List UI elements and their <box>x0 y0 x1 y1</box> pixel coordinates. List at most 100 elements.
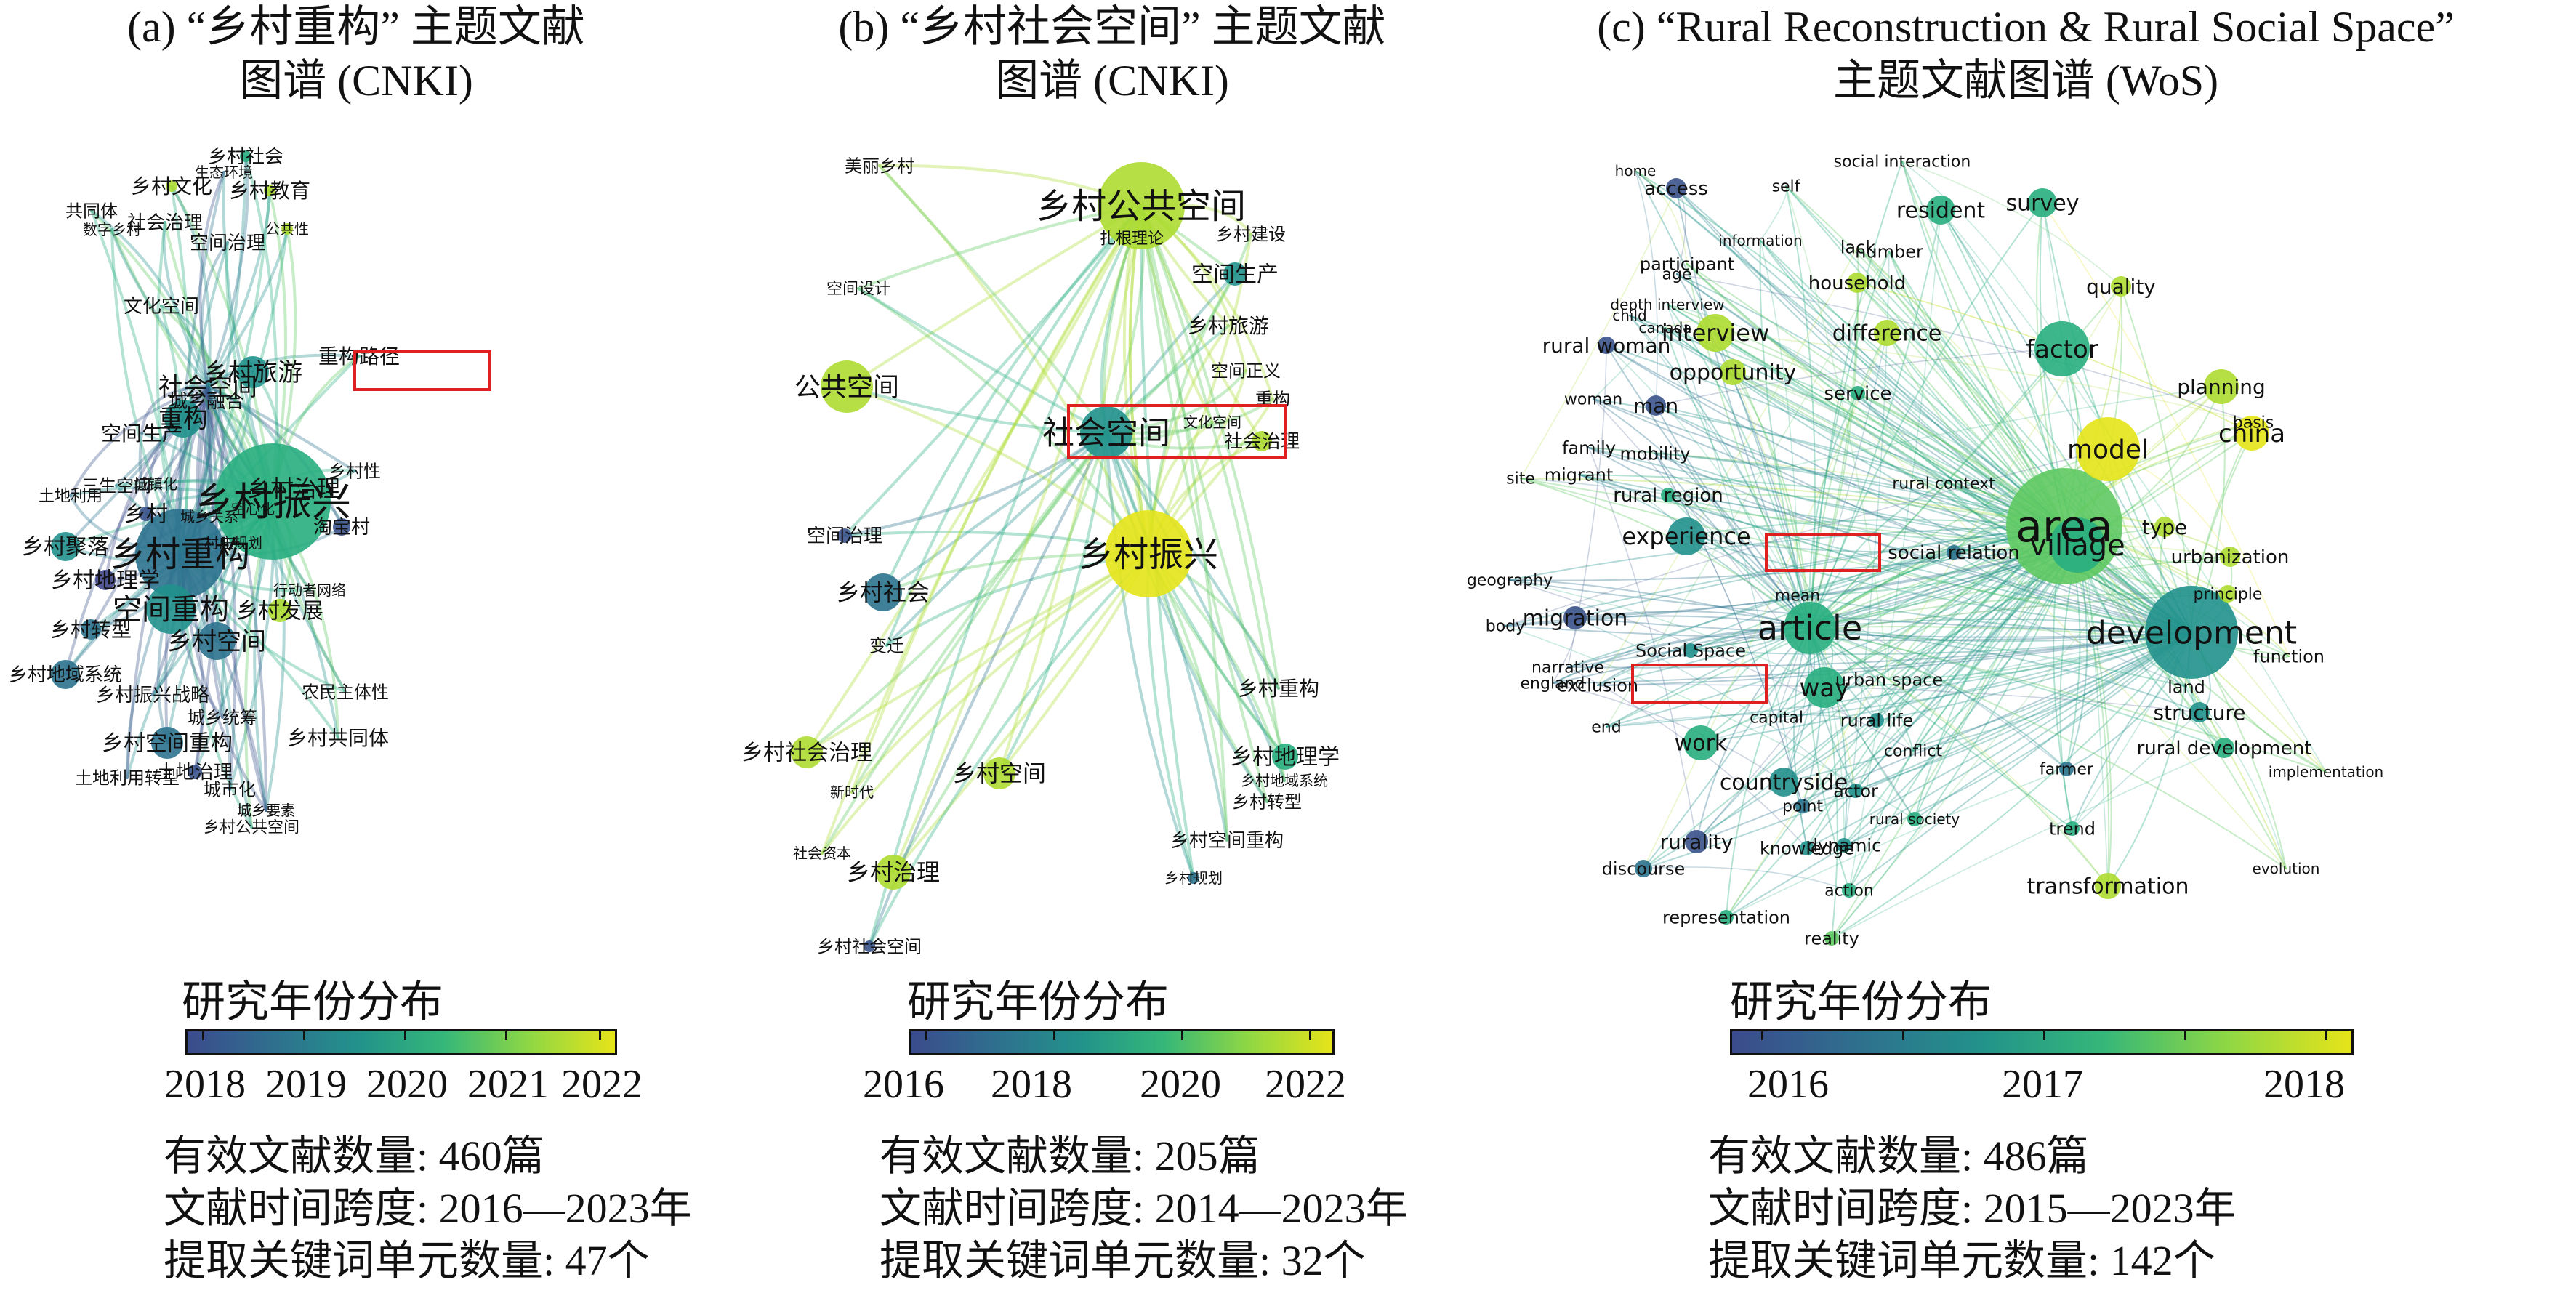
link-edge <box>2072 712 2200 829</box>
keyword-label-cn: 城镇化 <box>134 475 177 493</box>
link-edge <box>878 164 1108 434</box>
link-edge <box>1105 398 1274 435</box>
keyword-label-rural-life: rural life <box>1840 710 1914 730</box>
keyword-node <box>837 528 852 543</box>
year-tick-label: 2019 <box>265 1062 347 1107</box>
keyword-label-cn: 城乡要素 <box>237 802 295 819</box>
keyword-label-action: action <box>1824 882 1874 901</box>
link-edge <box>1567 544 2078 668</box>
keyword-label-cn: 空间正义 <box>1211 360 1281 381</box>
link-edge <box>1606 713 1877 728</box>
link-edge <box>1593 398 1915 820</box>
link-edge <box>882 204 1143 594</box>
keyword-label-quality: quality <box>2086 275 2156 299</box>
keyword-label-article: article <box>1758 608 1862 648</box>
keyword-label-cn: 空间生产 <box>1191 262 1279 288</box>
keyword-label-age: age <box>1662 266 1692 284</box>
link-edge <box>1578 474 2065 527</box>
keyword-label-cn: 社会资本 <box>793 845 851 862</box>
keyword-label-cn: 乡村转型 <box>1232 791 1302 812</box>
link-edge <box>1654 453 2192 633</box>
link-edge <box>1686 263 2065 527</box>
link-edge <box>857 287 1108 434</box>
link-edge <box>1667 304 1859 394</box>
keyword-node <box>1646 395 1666 416</box>
keyword-label-cn: 公共空间 <box>794 373 899 403</box>
keyword-label-cn: 乡村重构 <box>1238 677 1319 701</box>
keyword-label-social-space: Social Space <box>1635 640 1746 661</box>
keyword-label-cn: 文化空间 <box>124 296 199 318</box>
link-edge <box>1732 371 2192 633</box>
year-tick-label: 2020 <box>1140 1062 1221 1107</box>
link-edge <box>177 171 225 555</box>
link-edge <box>90 209 209 388</box>
keyword-label-cn: 乡村建设 <box>1216 224 1286 244</box>
link-edge <box>1726 525 2065 918</box>
link-edge <box>1574 544 2078 619</box>
keyword-label-cn: 重构 <box>158 405 208 434</box>
link-edge <box>1629 315 1877 721</box>
link-edge <box>885 204 1143 647</box>
keyword-node <box>240 150 251 162</box>
year-tick-label: 2018 <box>2263 1062 2345 1107</box>
keyword-node <box>2095 873 2121 899</box>
keyword-label-cn: 城乡要素 <box>237 802 295 819</box>
keyword-node <box>1842 883 1856 898</box>
keyword-label-cn: 乡村社会空间 <box>817 936 922 956</box>
link-edge <box>1593 398 1811 629</box>
highlight-box-social-space <box>1067 404 1287 459</box>
keyword-label-cn: 社会治理 <box>1224 431 1300 453</box>
keyword-label-cn: 乡村社会 <box>837 579 930 606</box>
link-edge <box>179 189 271 555</box>
panel-b: (b) “乡村社会空间” 主题文献 图谱 (CNKI) 乡村振兴 社会空间 乡村公共… <box>741 0 1439 1293</box>
link-edge <box>1593 398 2065 527</box>
link-edge <box>1726 768 2067 918</box>
link-edge <box>1856 282 2192 633</box>
link-edge <box>892 204 1143 874</box>
link-edge <box>1696 544 2078 842</box>
keyword-node <box>1720 359 1746 385</box>
keyword-label-cn: 乡村旅游 <box>204 358 302 387</box>
year-tick-label: 2016 <box>863 1062 944 1107</box>
link-edge <box>1629 315 1811 629</box>
link-edge <box>110 228 209 388</box>
link-edge <box>1105 431 1195 879</box>
keyword-label-evolution: evolution <box>2253 860 2320 877</box>
link-edge <box>1667 304 1811 629</box>
link-edge <box>179 155 247 555</box>
keyword-node <box>51 660 80 689</box>
link-edge <box>1643 866 1850 891</box>
year-tick-label: 2020 <box>366 1062 448 1107</box>
link-edge <box>162 221 209 388</box>
link-edge <box>1802 544 2078 807</box>
label-layer-a: 乡村振兴乡村重构社会空间乡村旅游重构空间重构乡村空间乡村聚落乡村地理学乡村转型乡… <box>9 146 400 837</box>
link-edge <box>1809 592 2229 629</box>
link-edge <box>1809 348 2063 629</box>
link-edge <box>2077 544 2112 887</box>
link-edge <box>1588 447 2065 527</box>
link-edge <box>1848 632 2192 891</box>
link-edge <box>1593 327 1666 400</box>
keyword-node <box>198 622 236 660</box>
keyword-node <box>1188 872 1199 884</box>
link-edge <box>206 385 237 791</box>
keyword-node <box>1635 860 1652 877</box>
year-tick-label: 2022 <box>1265 1062 1346 1107</box>
link-edge <box>1629 315 1944 484</box>
keyword-node <box>1784 602 1836 654</box>
link-edge <box>1643 332 1888 869</box>
link-edge <box>1520 478 2192 633</box>
link-edge <box>845 385 1150 555</box>
link-edge <box>1806 632 2192 849</box>
link-edge <box>805 552 1150 754</box>
keyword-label-cn: 空间治理 <box>807 525 882 547</box>
link-edge <box>1140 204 1268 803</box>
panel-c-title: (c) “Rural Reconstruction & Rural Social… <box>1597 3 2455 105</box>
link-edge <box>1809 627 2225 749</box>
year-colorbar-c <box>1730 1029 2354 1055</box>
keyword-node <box>1666 178 1686 198</box>
keyword-label-cn: 乡村地理学 <box>51 568 160 594</box>
link-edge <box>140 385 209 435</box>
link-edge <box>1831 632 2192 939</box>
link-edge <box>892 552 1150 874</box>
